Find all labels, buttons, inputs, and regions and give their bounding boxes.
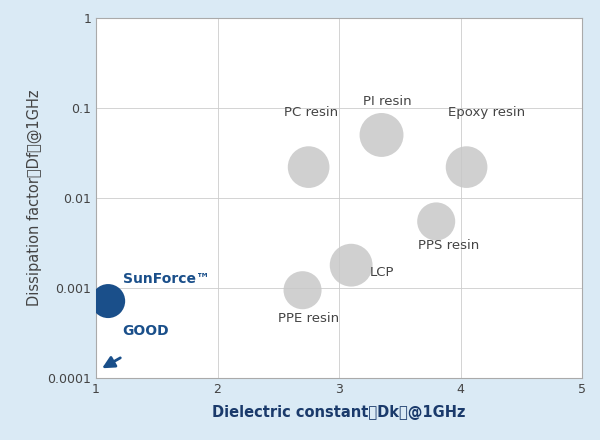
Point [462,164,472,171]
Point [103,297,113,304]
Point [431,218,441,225]
Text: PC resin: PC resin [284,106,338,119]
Text: PI resin: PI resin [364,95,412,108]
Text: LCP: LCP [370,266,394,279]
Text: SunForce™: SunForce™ [123,272,209,286]
Text: Epoxy resin: Epoxy resin [448,106,526,119]
Point [304,164,313,171]
Point [346,262,356,269]
Point [377,132,386,139]
Text: GOOD: GOOD [123,324,169,338]
Text: PPE resin: PPE resin [278,312,340,325]
Text: PPS resin: PPS resin [418,239,479,252]
Y-axis label: Dissipation factor（Df）@1GHz: Dissipation factor（Df）@1GHz [26,90,42,306]
Point [298,287,307,294]
X-axis label: Dielectric constant（Dk）@1GHz: Dielectric constant（Dk）@1GHz [212,405,466,420]
